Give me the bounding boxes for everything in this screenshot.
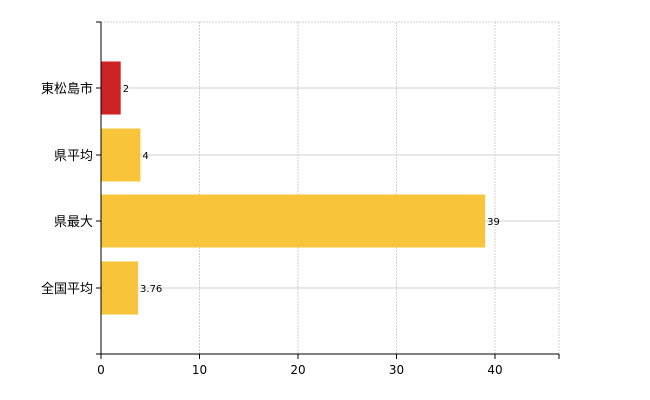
bar-1 — [101, 61, 121, 115]
x-tick-label: 10 — [192, 363, 207, 377]
x-tick-label: 40 — [487, 363, 502, 377]
grid-lines — [101, 21, 560, 354]
bar-3 — [101, 194, 486, 248]
x-tick-label: 0 — [97, 363, 105, 377]
x-tick-label: 30 — [389, 363, 404, 377]
bar-2 — [101, 128, 141, 182]
category-label: 全国平均 — [41, 281, 93, 297]
data-label: 39 — [487, 217, 500, 228]
data-label: 2 — [123, 84, 129, 95]
bars — [101, 61, 486, 315]
axes — [96, 21, 560, 359]
category-label: 県平均 — [54, 149, 93, 164]
data-label: 3.76 — [140, 284, 162, 295]
category-label: 県最大 — [54, 215, 93, 230]
x-tick-label: 20 — [290, 363, 305, 377]
bar-4 — [101, 261, 139, 315]
category-label: 東松島市 — [41, 81, 93, 97]
data-label: 4 — [142, 151, 148, 162]
